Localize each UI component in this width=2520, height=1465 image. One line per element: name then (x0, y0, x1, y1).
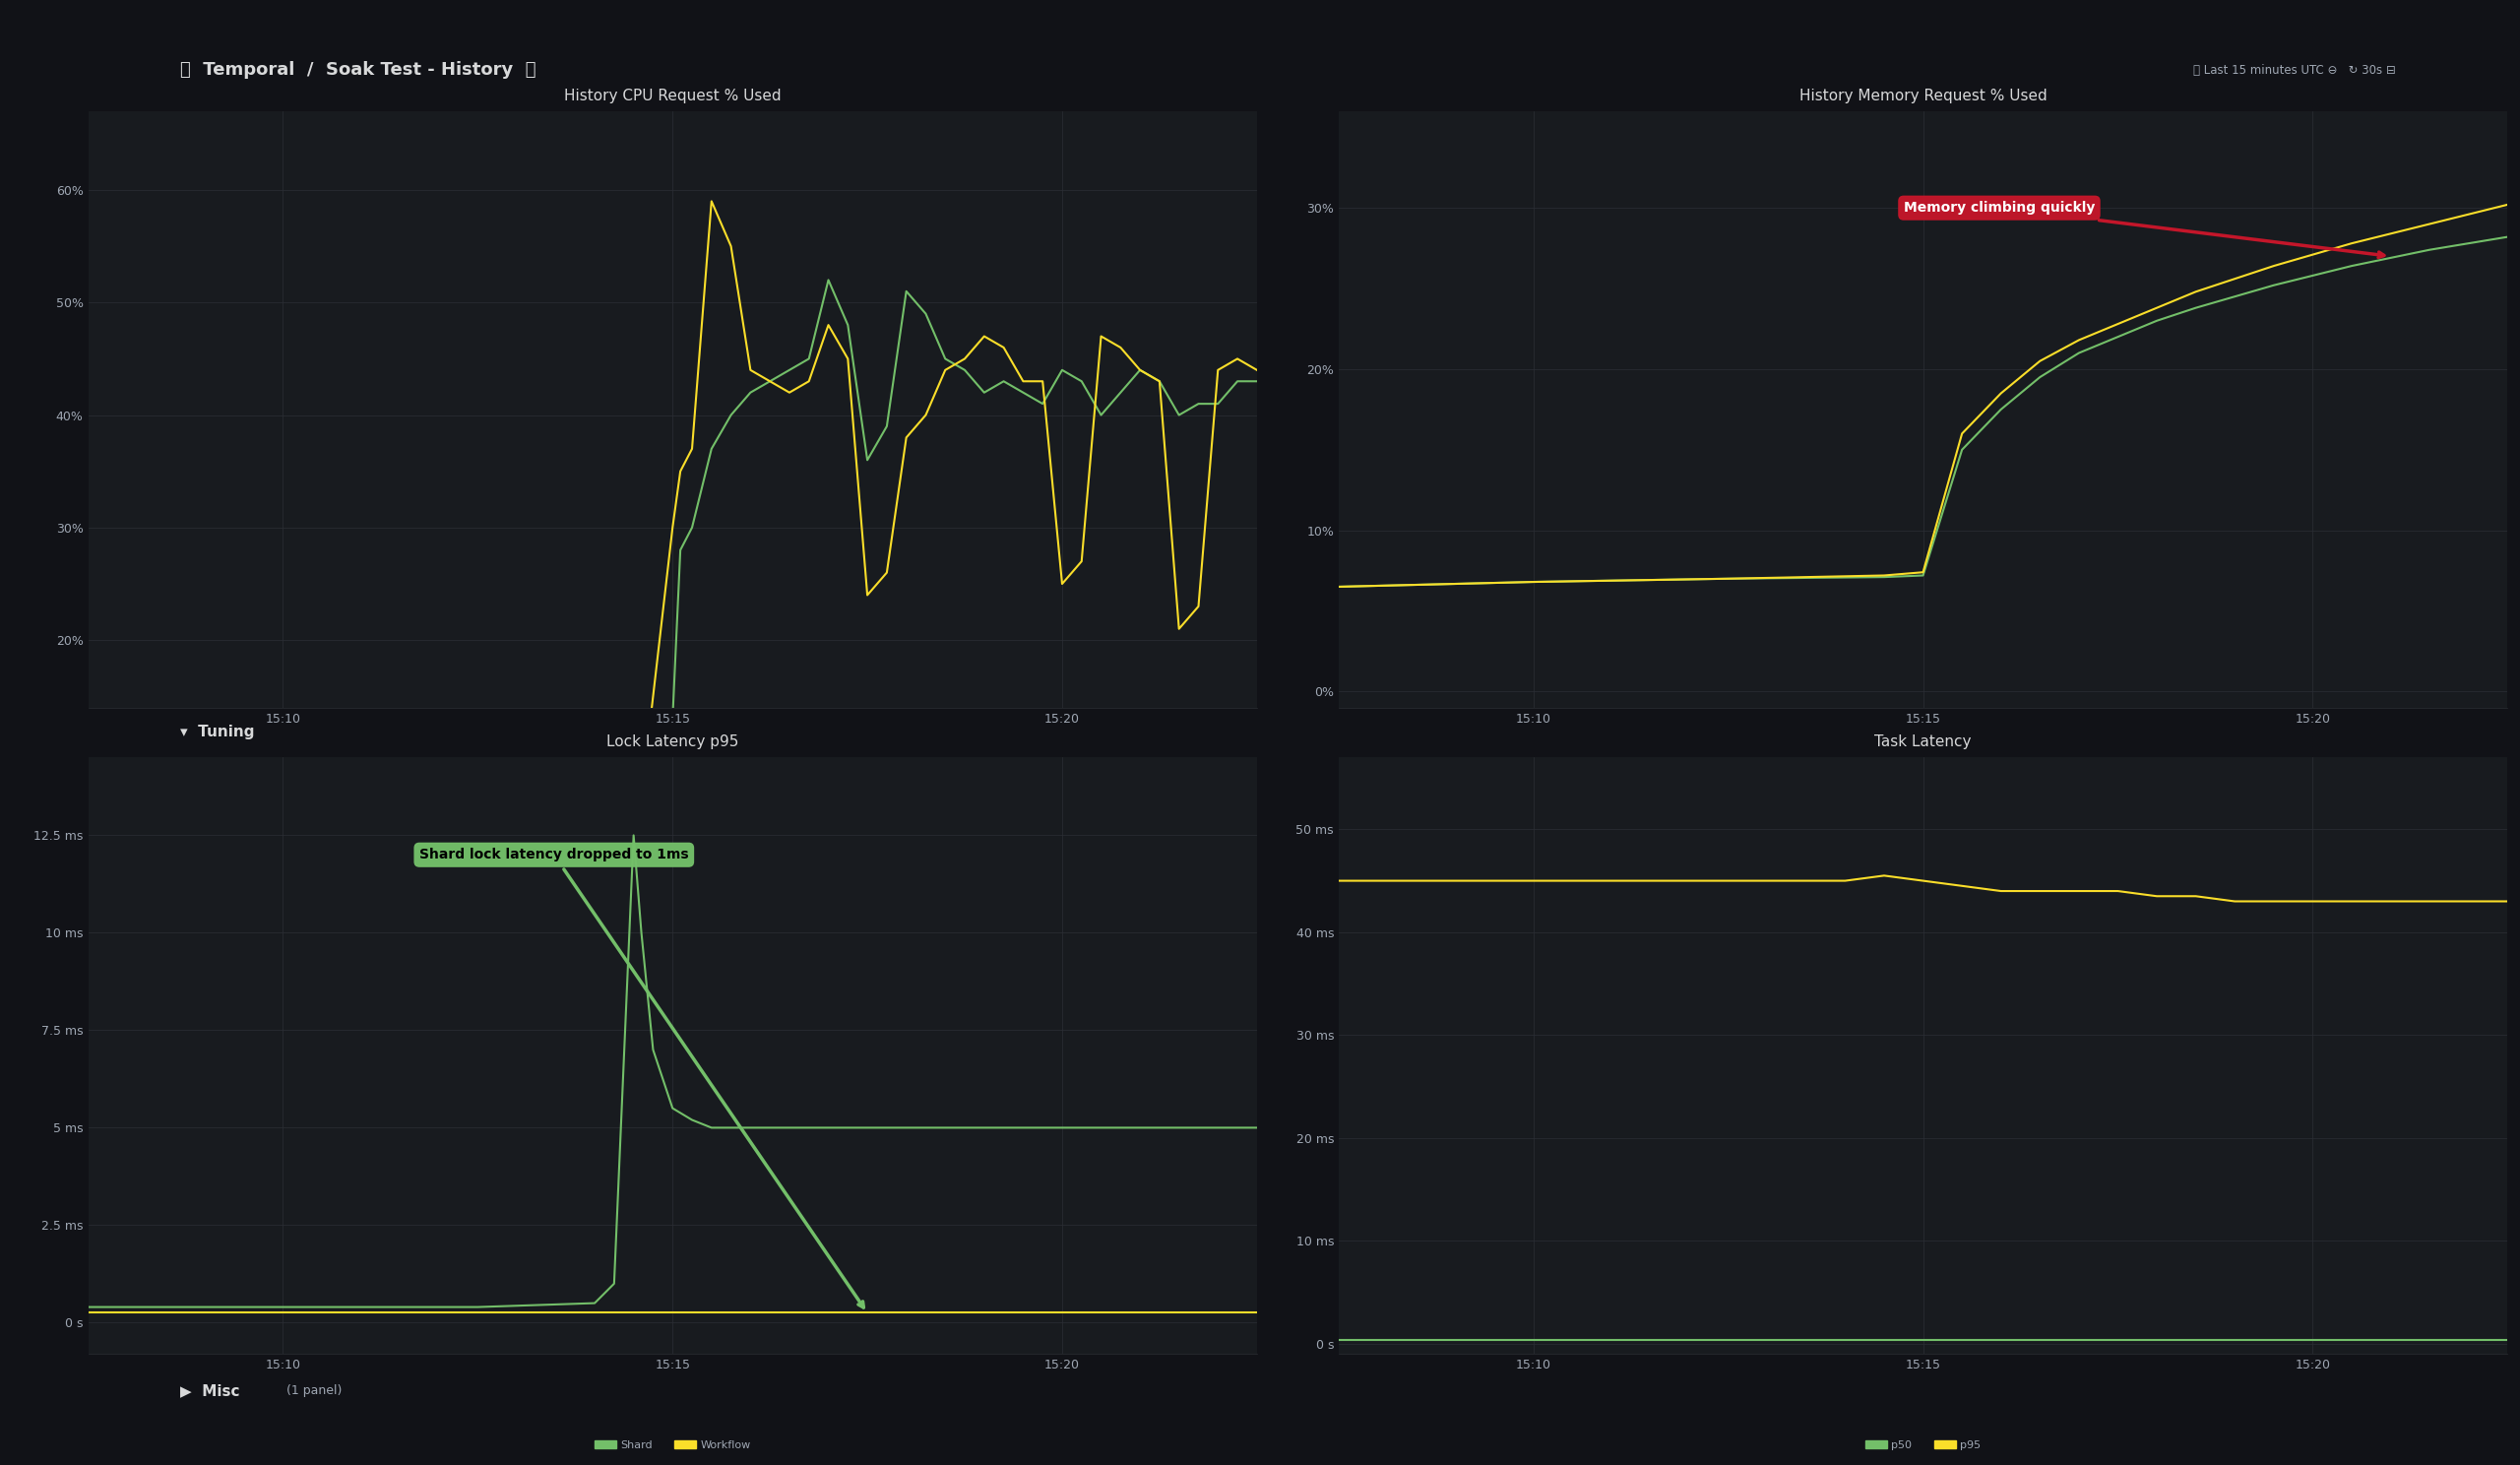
Text: (1 panel): (1 panel) (287, 1384, 343, 1398)
Text: ⧭  Temporal  /  Soak Test - History  ⭤: ⧭ Temporal / Soak Test - History ⭤ (179, 62, 537, 79)
Text: ▶  Misc: ▶ Misc (179, 1384, 239, 1399)
Text: Memory climbing quickly: Memory climbing quickly (1903, 201, 2384, 258)
Title: History Memory Request % Used: History Memory Request % Used (1799, 88, 2046, 103)
Legend: temporal-history-6789df686c-g77qn, temporal-history-6789df686c-ng9cv: temporal-history-6789df686c-g77qn, tempo… (451, 794, 895, 804)
Title: History CPU Request % Used: History CPU Request % Used (564, 88, 781, 103)
Title: Lock Latency p95: Lock Latency p95 (607, 734, 738, 750)
Text: Shard lock latency dropped to 1ms: Shard lock latency dropped to 1ms (418, 848, 864, 1307)
Legend: p50, p95: p50, p95 (1865, 1440, 1981, 1450)
Text: ⏱ Last 15 minutes UTC ⊖   ↻ 30s ⊟: ⏱ Last 15 minutes UTC ⊖ ↻ 30s ⊟ (2192, 64, 2397, 76)
Legend: Shard, Workflow: Shard, Workflow (595, 1440, 751, 1450)
Legend: temporal-history-6789df686c-g77qn, temporal-history-6789df686c-ng9cv: temporal-history-6789df686c-g77qn, tempo… (1701, 794, 2145, 804)
Text: ▾  Tuning: ▾ Tuning (179, 725, 255, 740)
Title: Task Latency: Task Latency (1875, 734, 1971, 750)
